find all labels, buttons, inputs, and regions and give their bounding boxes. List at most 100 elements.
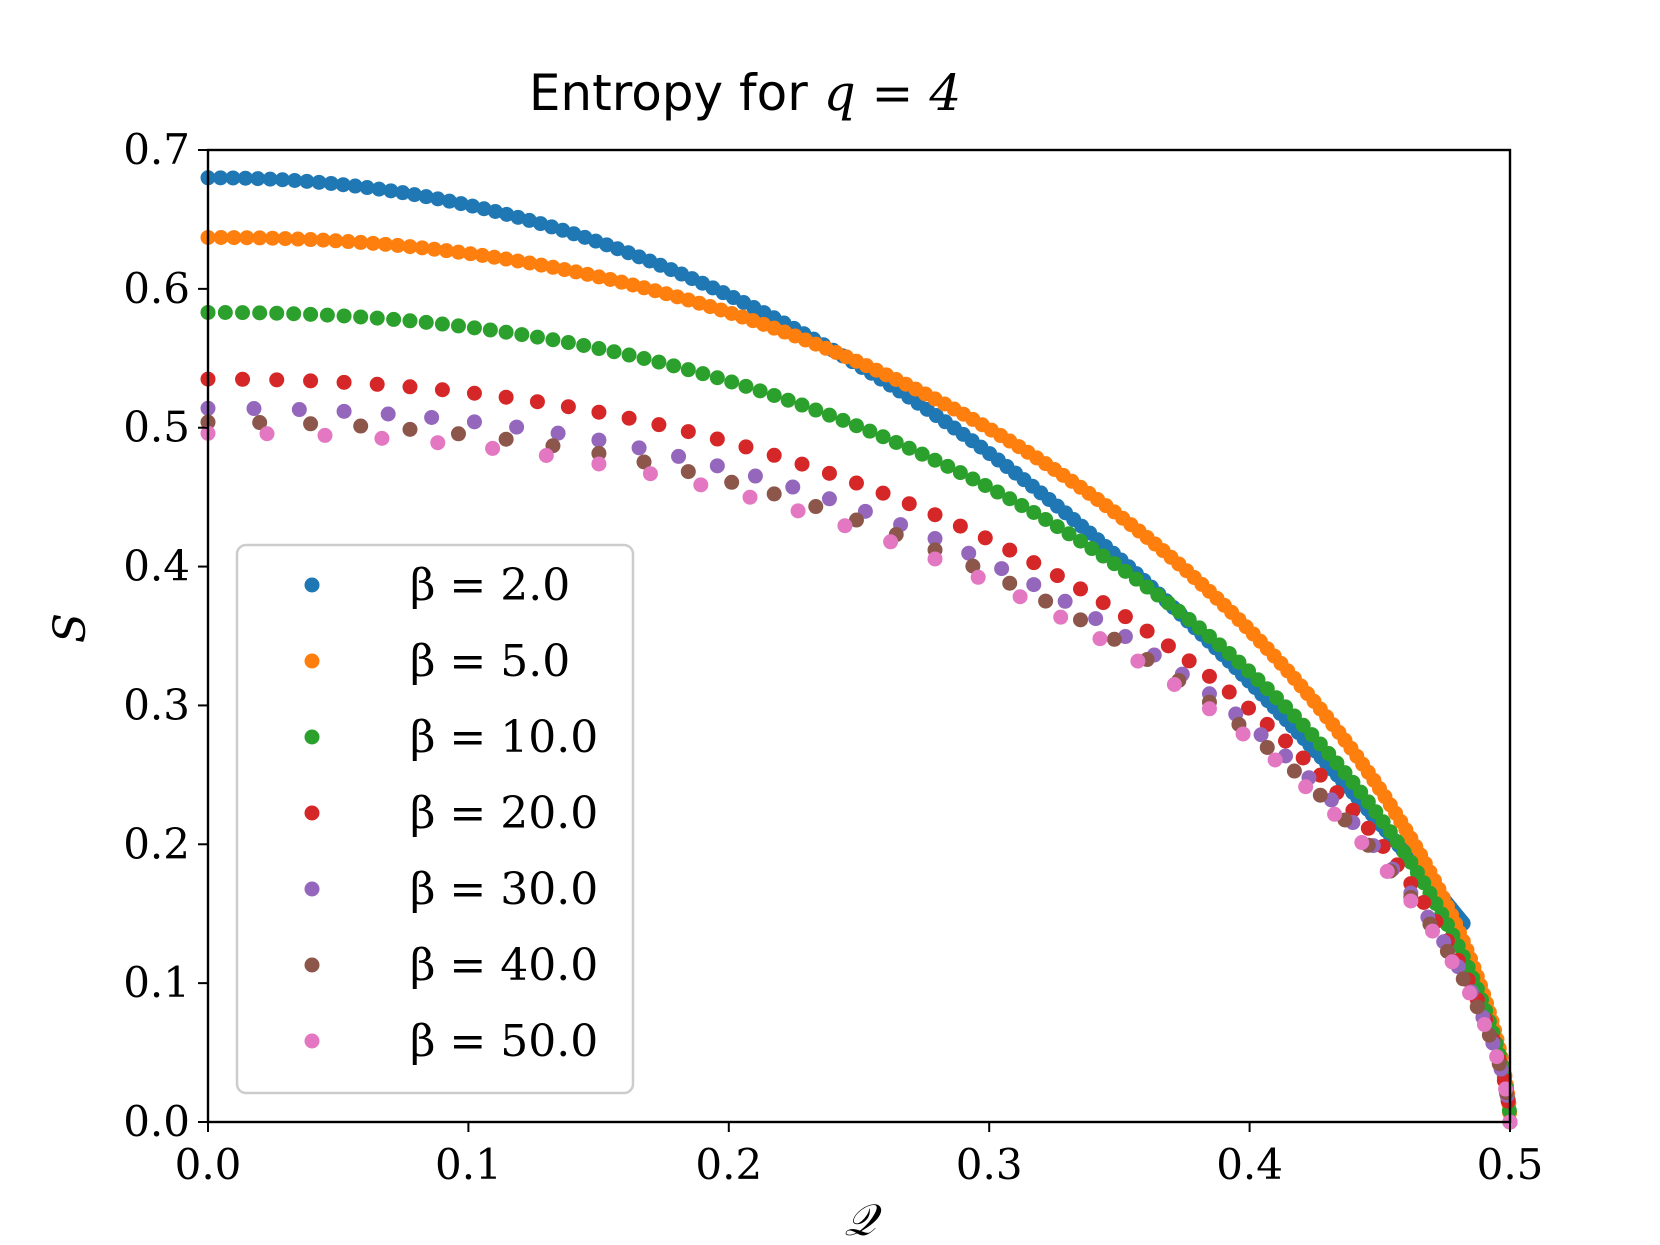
- data-point-series-1: [226, 230, 242, 246]
- data-point-series-4: [631, 440, 647, 456]
- data-point-series-2: [1259, 681, 1275, 697]
- data-point-series-2: [434, 316, 450, 332]
- data-point-series-3: [766, 447, 782, 463]
- x-tick-label: 0.0: [175, 1140, 242, 1189]
- data-point-series-2: [466, 320, 482, 336]
- data-point-series-2: [1231, 654, 1247, 670]
- data-point-series-1: [426, 241, 442, 257]
- plot-frame: [206, 148, 1512, 1124]
- data-point-series-6: [538, 448, 554, 464]
- data-point-series-3: [1241, 700, 1257, 716]
- data-point-series-5: [766, 486, 782, 502]
- data-point-series-3: [1095, 595, 1111, 611]
- data-point-series-4: [1026, 577, 1042, 593]
- data-point-series-1: [625, 277, 641, 293]
- data-point-series-1: [557, 262, 573, 278]
- data-point-series-3: [498, 389, 514, 405]
- data-point-series-6: [1267, 752, 1283, 768]
- data-point-series-0: [418, 189, 434, 205]
- data-point-series-1: [402, 239, 418, 255]
- data-point-series-6: [837, 518, 853, 534]
- data-point-series-2: [1211, 637, 1227, 653]
- data-point-series-6: [1403, 893, 1419, 909]
- data-point-series-2: [621, 347, 637, 363]
- data-point-series-3: [680, 424, 696, 440]
- data-point-series-5: [1038, 593, 1054, 609]
- data-point-series-2: [252, 305, 268, 321]
- data-point-series-2: [514, 327, 530, 343]
- data-point-series-5: [636, 454, 652, 470]
- data-point-series-1: [533, 257, 549, 273]
- data-point-series-0: [406, 187, 422, 203]
- data-point-series-6: [259, 426, 275, 442]
- data-point-series-5: [1106, 631, 1122, 647]
- data-point-series-0: [441, 193, 457, 209]
- data-point-series-2: [1191, 620, 1207, 636]
- data-point-series-3: [269, 372, 285, 388]
- data-point-series-2: [724, 374, 740, 390]
- data-point-series-0: [287, 172, 303, 188]
- data-point-series-6: [1235, 726, 1251, 742]
- legend: β = 2.0 β = 5.0 β = 10.0 β = 20.0 β = 30.0 β …: [235, 543, 635, 1095]
- data-point-series-6: [1327, 806, 1343, 822]
- data-point-series-4: [466, 414, 482, 430]
- y-tick-label: 0.2: [123, 819, 190, 868]
- data-point-series-1: [277, 231, 293, 247]
- data-point-series-1: [213, 230, 229, 246]
- data-point-series-4: [246, 401, 262, 417]
- chart-title: Entropy for q = 4: [529, 64, 961, 122]
- data-point-series-2: [977, 477, 993, 493]
- data-point-series-2: [1241, 663, 1257, 679]
- data-point-series-3: [529, 394, 545, 410]
- data-point-series-1: [365, 235, 381, 251]
- data-point-series-3: [875, 485, 891, 501]
- data-point-series-1: [264, 230, 280, 246]
- data-point-series-3: [1221, 684, 1237, 700]
- data-point-series-3: [1277, 733, 1293, 749]
- data-point-series-2: [1038, 511, 1054, 527]
- data-point-series-3: [1026, 555, 1042, 571]
- data-point-series-4: [380, 406, 396, 422]
- data-point-series-5: [450, 426, 466, 442]
- data-point-series-0: [250, 171, 266, 187]
- data-point-series-2: [1117, 563, 1133, 579]
- data-point-series-2: [402, 313, 418, 329]
- data-point-series-2: [269, 305, 285, 321]
- data-point-series-6: [485, 440, 501, 456]
- data-point-series-6: [1354, 835, 1370, 851]
- data-point-series-0: [323, 175, 339, 191]
- data-point-series-1: [602, 271, 618, 287]
- data-point-series-2: [418, 314, 434, 330]
- legend-label: β = 30.0: [410, 864, 598, 915]
- data-point-series-3: [738, 439, 754, 455]
- data-point-series-0: [262, 171, 278, 187]
- data-point-series-1: [510, 253, 526, 269]
- data-point-series-2: [1002, 491, 1018, 507]
- data-point-series-2: [1150, 587, 1166, 603]
- data-point-series-0: [395, 185, 411, 201]
- data-point-series-6: [1444, 954, 1460, 970]
- data-point-series-6: [1092, 631, 1108, 647]
- data-point-series-2: [794, 397, 810, 413]
- data-point-series-6: [742, 489, 758, 505]
- x-tick-label: 0.3: [956, 1140, 1023, 1189]
- data-point-series-1: [438, 243, 454, 259]
- data-point-series-4: [1088, 611, 1104, 627]
- data-point-series-1: [591, 269, 607, 285]
- data-point-series-1: [239, 230, 255, 246]
- data-points: [200, 170, 1518, 1130]
- data-point-series-1: [377, 236, 393, 252]
- data-point-series-2: [1026, 504, 1042, 520]
- legend-marker: [304, 805, 320, 821]
- data-point-series-2: [235, 305, 251, 321]
- data-point-series-6: [1379, 863, 1395, 879]
- data-point-series-2: [1073, 533, 1089, 549]
- data-point-series-5: [303, 416, 319, 432]
- data-point-series-6: [927, 551, 943, 567]
- data-point-series-3: [560, 399, 576, 415]
- data-point-series-1: [252, 230, 268, 246]
- data-point-series-0: [225, 170, 241, 186]
- data-point-series-2: [1084, 541, 1100, 557]
- data-point-series-3: [1360, 820, 1376, 836]
- data-point-series-2: [591, 341, 607, 357]
